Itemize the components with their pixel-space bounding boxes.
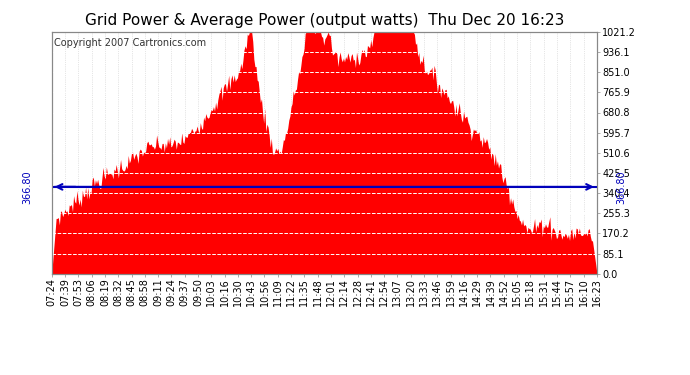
Text: Copyright 2007 Cartronics.com: Copyright 2007 Cartronics.com (55, 38, 206, 48)
Text: Grid Power & Average Power (output watts)  Thu Dec 20 16:23: Grid Power & Average Power (output watts… (85, 13, 564, 28)
Text: 366.80: 366.80 (22, 170, 32, 204)
Text: 366.80: 366.80 (616, 170, 627, 204)
